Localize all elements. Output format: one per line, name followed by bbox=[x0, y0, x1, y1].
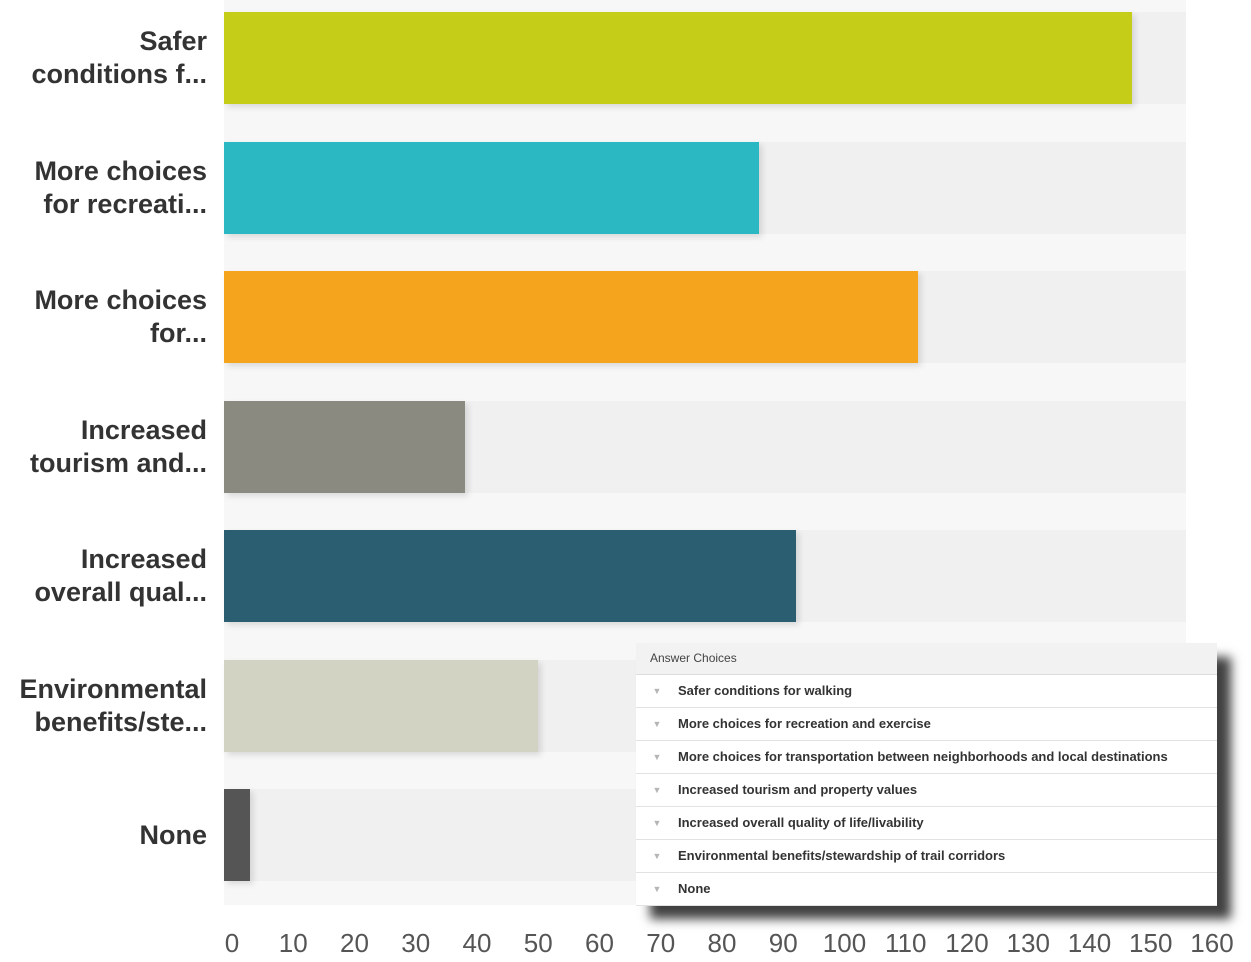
x-tick-label: 140 bbox=[1067, 928, 1112, 958]
x-tick-label: 100 bbox=[822, 928, 867, 958]
table-row[interactable]: ▼ None bbox=[636, 873, 1217, 906]
x-tick-label: 150 bbox=[1129, 928, 1173, 958]
chevron-down-icon[interactable]: ▼ bbox=[652, 851, 662, 861]
x-tick-label: 130 bbox=[1006, 928, 1050, 958]
table-row[interactable]: ▼ Environmental benefits/stewardship of t… bbox=[636, 840, 1217, 873]
category-label: Safer conditions f... bbox=[31, 26, 208, 89]
chevron-down-icon[interactable]: ▼ bbox=[652, 785, 662, 795]
x-tick-label: 30 bbox=[401, 928, 431, 958]
x-tick-label: 0 bbox=[224, 928, 240, 958]
x-tick-label: 110 bbox=[885, 928, 927, 958]
x-tick-label: 40 bbox=[462, 928, 492, 958]
answer-choice-label: More choices for recreation and exercise bbox=[678, 716, 931, 731]
chevron-down-icon[interactable]: ▼ bbox=[652, 752, 662, 762]
x-tick-label: 50 bbox=[523, 928, 553, 958]
bar[interactable] bbox=[224, 789, 251, 881]
table-header: Answer Choices bbox=[636, 643, 1217, 675]
x-tick-label: 120 bbox=[945, 928, 989, 958]
chevron-down-icon[interactable]: ▼ bbox=[652, 884, 662, 894]
category-label: More choices for... bbox=[34, 285, 207, 348]
answer-choice-label: Increased tourism and property values bbox=[678, 782, 918, 797]
table-rows: ▼ Safer conditions for walking ▼ More choic… bbox=[636, 675, 1217, 906]
bar[interactable] bbox=[224, 659, 539, 752]
table-row[interactable]: ▼ More choices for transportation between… bbox=[636, 741, 1217, 774]
x-tick-label: 60 bbox=[585, 928, 614, 958]
category-label: None bbox=[139, 819, 208, 850]
category-label: More choices for recreati... bbox=[34, 155, 207, 219]
x-tick-label: 160 bbox=[1190, 928, 1234, 958]
answer-choices-table: Answer Choices ▼ Safer conditions for wal… bbox=[636, 643, 1217, 906]
bar[interactable] bbox=[224, 271, 918, 363]
category-label: Increased overall qual... bbox=[34, 544, 207, 607]
x-tick-label: 20 bbox=[340, 928, 369, 958]
table-row[interactable]: ▼ Safer conditions for walking bbox=[636, 675, 1217, 708]
x-tick-label: 10 bbox=[278, 928, 308, 958]
x-tick-label: 90 bbox=[768, 928, 798, 958]
chevron-down-icon[interactable]: ▼ bbox=[652, 719, 662, 729]
category-label: Environmental benefits/ste... bbox=[19, 673, 207, 737]
answer-choice-label: None bbox=[678, 881, 711, 896]
table-row[interactable]: ▼ Increased overall quality of life/livab… bbox=[636, 807, 1217, 840]
answer-choice-label: Increased overall quality of life/livabi… bbox=[678, 815, 924, 830]
answer-choice-label: Environmental benefits/stewardship of tr… bbox=[678, 848, 1006, 863]
chevron-down-icon[interactable]: ▼ bbox=[652, 686, 662, 696]
bar[interactable] bbox=[224, 530, 796, 622]
x-tick-label: 80 bbox=[707, 928, 737, 958]
answer-choice-label: Safer conditions for walking bbox=[678, 683, 853, 698]
chevron-down-icon[interactable]: ▼ bbox=[652, 818, 662, 828]
bar[interactable] bbox=[224, 12, 1133, 104]
answer-choice-label: More choices for transportation between … bbox=[678, 749, 1168, 764]
x-tick-label: 70 bbox=[646, 928, 676, 958]
category-label: Increased tourism and... bbox=[29, 414, 207, 478]
bar[interactable] bbox=[224, 141, 759, 234]
bar[interactable] bbox=[224, 400, 465, 493]
table-row[interactable]: ▼ More choices for recreation and exercis… bbox=[636, 708, 1217, 741]
table-row[interactable]: ▼ Increased tourism and property values bbox=[636, 774, 1217, 807]
